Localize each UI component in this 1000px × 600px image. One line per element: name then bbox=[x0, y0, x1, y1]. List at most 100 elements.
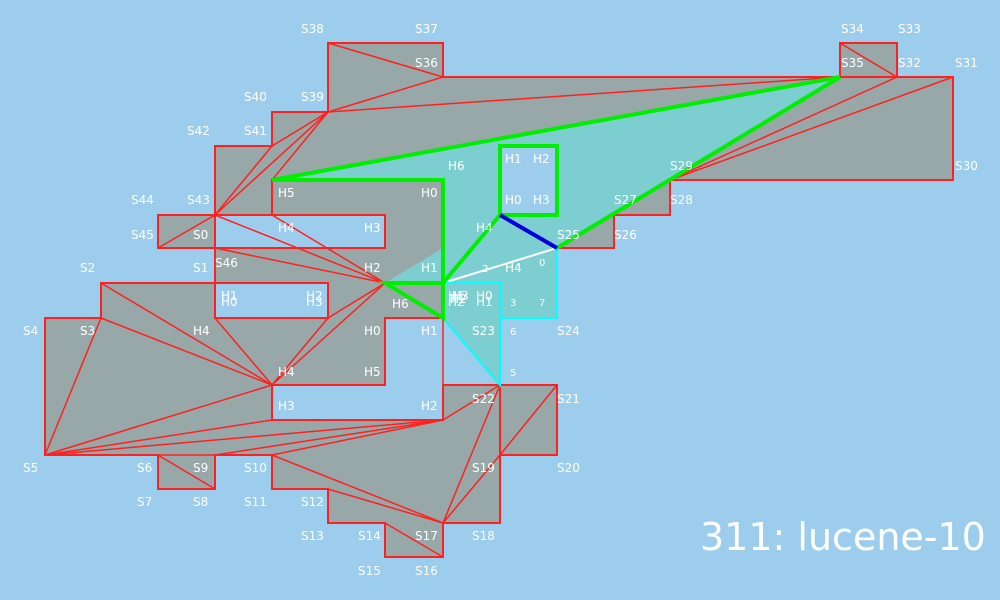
label-D-H2b: H2 bbox=[448, 295, 465, 309]
tri-edge bbox=[100, 317, 273, 386]
tri-edge bbox=[442, 454, 501, 524]
green-path-inner bbox=[272, 178, 502, 322]
label-A-H4: H4 bbox=[278, 221, 295, 235]
label-S3: S3 bbox=[80, 324, 95, 338]
label-E-H3: H3 bbox=[452, 289, 469, 303]
label-S29: S29 bbox=[670, 159, 693, 173]
tri-edge bbox=[271, 111, 329, 181]
label-D-H1b: H1 bbox=[476, 295, 493, 309]
tri-edge bbox=[214, 111, 329, 216]
label-S28: S28 bbox=[670, 193, 693, 207]
label-C-H6: H6 bbox=[392, 297, 409, 311]
tri-edge bbox=[327, 76, 841, 113]
order-3: 3 bbox=[510, 298, 516, 309]
label-S44: S44 bbox=[131, 193, 154, 207]
label-E-H4: H4 bbox=[505, 261, 522, 275]
tri-edge bbox=[271, 454, 444, 524]
label-S26: S26 bbox=[614, 228, 637, 242]
label-S9: S9 bbox=[193, 461, 208, 475]
order-2: 2 bbox=[482, 264, 488, 275]
label-S37: S37 bbox=[415, 22, 438, 36]
label-B-H0: H0 bbox=[505, 193, 522, 207]
label-D-H1: H1 bbox=[221, 289, 238, 303]
label-S39: S39 bbox=[301, 90, 324, 104]
tri-edge bbox=[157, 214, 216, 249]
label-S8: S8 bbox=[193, 495, 208, 509]
label-C-H0: H0 bbox=[364, 324, 381, 338]
label-B-H4: H4 bbox=[476, 221, 493, 235]
label-S30: S30 bbox=[955, 159, 978, 173]
order-5: 5 bbox=[510, 368, 516, 379]
label-D-H3: H3 bbox=[306, 295, 323, 309]
tri-edge bbox=[271, 317, 329, 386]
label-A-H6: H6 bbox=[448, 159, 465, 173]
label-S45: S45 bbox=[131, 228, 154, 242]
caption: 311: lucene-10 bbox=[700, 515, 986, 559]
order-6: 6 bbox=[510, 327, 516, 338]
polygon-left-block bbox=[44, 179, 501, 558]
label-S32: S32 bbox=[898, 56, 921, 70]
label-S15: S15 bbox=[358, 564, 381, 578]
label-E-H1: H1 bbox=[448, 289, 465, 303]
tri-edge bbox=[327, 42, 444, 78]
label-S40: S40 bbox=[244, 90, 267, 104]
label-E-H2: H2 bbox=[450, 292, 467, 306]
label-S10: S10 bbox=[244, 461, 267, 475]
tri-edge bbox=[157, 454, 216, 490]
tri-edge bbox=[214, 317, 273, 386]
hole-h0-h3 bbox=[214, 282, 329, 319]
tri-edge bbox=[271, 111, 329, 147]
label-D-H4: H4 bbox=[193, 324, 210, 338]
label-S38: S38 bbox=[301, 22, 324, 36]
tri-edge bbox=[327, 282, 386, 319]
label-S25: S25 bbox=[557, 228, 580, 242]
label-S11: S11 bbox=[244, 495, 267, 509]
label-S43: S43 bbox=[187, 193, 210, 207]
label-E-H0: H0 bbox=[476, 289, 493, 303]
tri-edge bbox=[327, 488, 444, 524]
tri-edge bbox=[214, 419, 444, 456]
label-S31: S31 bbox=[955, 56, 978, 70]
label-A-H3: H3 bbox=[364, 221, 381, 235]
label-S6: S6 bbox=[137, 461, 152, 475]
label-S16: S16 bbox=[415, 564, 438, 578]
label-C-H1: H1 bbox=[421, 324, 438, 338]
blue-edge bbox=[498, 213, 559, 250]
label-S21: S21 bbox=[557, 392, 580, 406]
tri-edge bbox=[271, 282, 386, 386]
triangulation-edges bbox=[44, 42, 954, 558]
inner-hole-h1-h3 bbox=[498, 144, 559, 217]
label-A-H1: H1 bbox=[421, 261, 438, 275]
label-S42: S42 bbox=[187, 124, 210, 138]
label-S33: S33 bbox=[898, 22, 921, 36]
tri-edge bbox=[214, 214, 386, 284]
label-B-H2: H2 bbox=[533, 152, 550, 166]
tri-edge bbox=[327, 76, 444, 113]
cyan-edge bbox=[442, 248, 558, 388]
order-7: 7 bbox=[539, 298, 545, 309]
tri-edge bbox=[44, 384, 273, 456]
label-S17: S17 bbox=[415, 529, 438, 543]
label-S46: S46 bbox=[215, 256, 238, 270]
label-B-H3: H3 bbox=[533, 193, 550, 207]
label-S14: S14 bbox=[358, 529, 381, 543]
tri-edge bbox=[442, 384, 501, 524]
green-path bbox=[271, 75, 842, 250]
label-S12: S12 bbox=[301, 495, 324, 509]
label-C-H2: H2 bbox=[421, 399, 438, 413]
tri-edge bbox=[214, 247, 386, 284]
label-D-H2: H2 bbox=[306, 289, 323, 303]
label-S18: S18 bbox=[472, 529, 495, 543]
label-B-H1: H1 bbox=[505, 152, 522, 166]
tri-edge bbox=[839, 42, 898, 78]
tri-edge bbox=[44, 419, 444, 456]
label-S41: S41 bbox=[244, 124, 267, 138]
label-A-H0: H0 bbox=[421, 186, 438, 200]
tri-edge bbox=[214, 145, 273, 216]
label-S24: S24 bbox=[557, 324, 580, 338]
label-A-H2: H2 bbox=[364, 261, 381, 275]
order-0: 0 bbox=[539, 258, 545, 269]
tri-edge bbox=[384, 522, 444, 558]
vertex-labels: S0 S1 S2 S3 S4 S5 S6 S7 S8 S9 S10 S11 S1… bbox=[23, 22, 978, 578]
